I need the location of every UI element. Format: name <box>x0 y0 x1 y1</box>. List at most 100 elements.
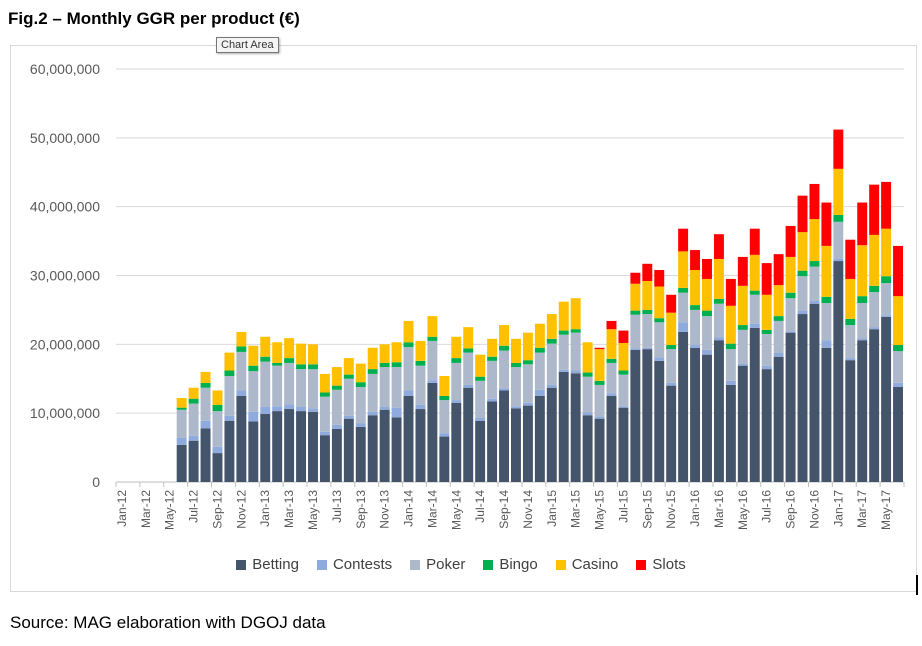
bar-contests[interactable] <box>200 420 211 429</box>
bar-contests[interactable] <box>463 384 474 388</box>
bar-betting[interactable] <box>224 420 235 482</box>
bar-slots[interactable] <box>749 228 760 255</box>
bar-poker[interactable] <box>355 387 366 424</box>
bar-poker[interactable] <box>272 365 283 407</box>
bar-contests[interactable] <box>702 349 712 355</box>
bar-bingo[interactable] <box>355 382 366 388</box>
bar-contests[interactable] <box>749 323 760 328</box>
bar-casino[interactable] <box>881 228 892 277</box>
bar-casino[interactable] <box>451 336 462 359</box>
bar-poker[interactable] <box>606 362 617 394</box>
bar-betting[interactable] <box>212 453 223 482</box>
bar-betting[interactable] <box>200 428 211 482</box>
bar-contests[interactable] <box>379 406 390 410</box>
bar-casino[interactable] <box>403 320 414 343</box>
bar-betting[interactable] <box>331 428 342 482</box>
bar-casino[interactable] <box>773 285 784 317</box>
bar-bingo[interactable] <box>713 298 724 304</box>
bar-casino[interactable] <box>785 256 796 293</box>
bar-contests[interactable] <box>654 357 665 361</box>
bar-betting[interactable] <box>308 411 318 482</box>
bar-contests[interactable] <box>594 416 605 419</box>
bar-contests[interactable] <box>570 370 581 374</box>
bar-bingo[interactable] <box>403 342 414 348</box>
legend-item-bingo[interactable]: Bingo <box>483 556 538 573</box>
bar-contests[interactable] <box>725 380 736 385</box>
bar-poker[interactable] <box>773 320 784 353</box>
bar-bingo[interactable] <box>511 362 521 368</box>
bar-poker[interactable] <box>845 325 856 359</box>
bar-bingo[interactable] <box>618 370 629 375</box>
bar-poker[interactable] <box>558 334 569 370</box>
bar-casino[interactable] <box>678 251 689 288</box>
bar-poker[interactable] <box>511 367 521 407</box>
bar-betting[interactable] <box>343 418 354 482</box>
bar-bingo[interactable] <box>391 362 402 368</box>
bar-casino[interactable] <box>224 352 235 371</box>
bar-contests[interactable] <box>809 300 820 304</box>
bar-bingo[interactable] <box>499 345 509 351</box>
bar-bingo[interactable] <box>845 318 856 326</box>
bar-betting[interactable] <box>737 365 748 482</box>
bar-contests[interactable] <box>522 402 533 406</box>
bar-slots[interactable] <box>893 245 903 297</box>
bar-betting[interactable] <box>893 387 903 482</box>
bar-contests[interactable] <box>678 322 689 332</box>
bar-poker[interactable] <box>236 351 247 391</box>
bar-casino[interactable] <box>570 298 581 330</box>
bar-bingo[interactable] <box>319 392 330 397</box>
bar-casino[interactable] <box>308 344 318 365</box>
bar-casino[interactable] <box>606 329 617 359</box>
bar-contests[interactable] <box>845 358 856 361</box>
bar-contests[interactable] <box>355 423 366 427</box>
bar-bingo[interactable] <box>534 347 545 353</box>
bar-casino[interactable] <box>702 278 712 311</box>
bar-betting[interactable] <box>654 360 665 482</box>
bar-betting[interactable] <box>594 418 605 482</box>
bar-bingo[interactable] <box>296 364 307 370</box>
bar-slots[interactable] <box>881 181 892 229</box>
bar-bingo[interactable] <box>809 261 820 267</box>
bar-contests[interactable] <box>666 382 677 386</box>
bar-poker[interactable] <box>439 400 450 434</box>
bar-slots[interactable] <box>857 202 868 246</box>
bar-slots[interactable] <box>821 202 832 246</box>
bar-bingo[interactable] <box>582 372 593 377</box>
bar-slots[interactable] <box>594 347 605 350</box>
bar-casino[interactable] <box>236 331 247 347</box>
bar-poker[interactable] <box>212 411 223 447</box>
bar-betting[interactable] <box>606 395 617 482</box>
bar-contests[interactable] <box>511 406 521 409</box>
bar-bingo[interactable] <box>594 380 605 385</box>
bar-betting[interactable] <box>618 407 629 482</box>
bar-bingo[interactable] <box>558 330 569 335</box>
bar-betting[interactable] <box>761 369 772 482</box>
bar-bingo[interactable] <box>331 385 342 390</box>
bar-contests[interactable] <box>343 415 354 419</box>
bar-bingo[interactable] <box>666 345 677 350</box>
bar-casino[interactable] <box>284 338 295 359</box>
bar-poker[interactable] <box>260 361 271 407</box>
bar-betting[interactable] <box>272 411 283 482</box>
bar-contests[interactable] <box>797 310 808 315</box>
bar-poker[interactable] <box>618 374 629 407</box>
bar-casino[interactable] <box>534 323 545 348</box>
bar-casino[interactable] <box>331 367 342 386</box>
bar-slots[interactable] <box>725 278 736 306</box>
bar-casino[interactable] <box>725 305 736 344</box>
bar-betting[interactable] <box>797 314 808 482</box>
bar-casino[interactable] <box>749 254 760 291</box>
bar-poker[interactable] <box>475 380 486 418</box>
bar-betting[interactable] <box>427 382 438 482</box>
bar-betting[interactable] <box>522 405 533 482</box>
bar-casino[interactable] <box>857 245 868 297</box>
bar-poker[interactable] <box>785 298 796 332</box>
bar-casino[interactable] <box>343 358 354 375</box>
bar-casino[interactable] <box>463 327 474 349</box>
bar-contests[interactable] <box>869 327 880 330</box>
bar-betting[interactable] <box>558 371 569 482</box>
bar-casino[interactable] <box>893 296 903 346</box>
bar-slots[interactable] <box>654 269 665 287</box>
bar-contests[interactable] <box>857 338 868 341</box>
bar-contests[interactable] <box>296 406 307 412</box>
